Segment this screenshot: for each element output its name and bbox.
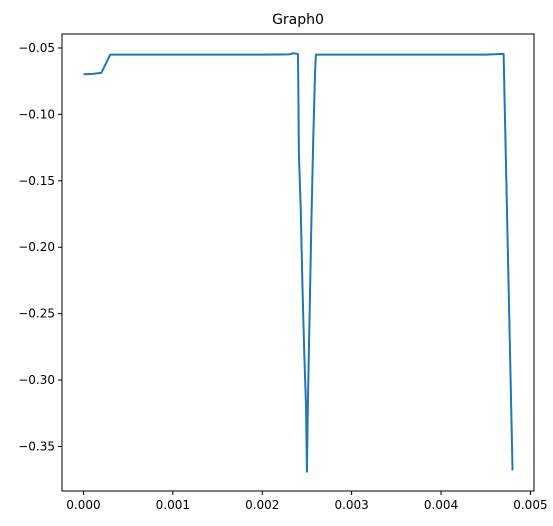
y-tick-label: −0.25 xyxy=(18,307,55,321)
y-tick-label: −0.15 xyxy=(18,174,55,188)
y-tick-label: −0.10 xyxy=(18,107,55,121)
x-tick-label: 0.004 xyxy=(424,498,458,512)
y-tick-label: −0.35 xyxy=(18,439,55,453)
x-axis-ticks: 0.000 0.001 0.002 0.003 0.004 0.005 xyxy=(66,491,548,512)
y-tick-label: −0.05 xyxy=(18,41,55,55)
y-axis-ticks: −0.05 −0.10 −0.15 −0.20 −0.25 −0.30 −0.35 xyxy=(18,41,62,453)
x-tick-label: 0.003 xyxy=(334,498,368,512)
x-tick-label: 0.002 xyxy=(245,498,279,512)
axes-frame xyxy=(61,33,535,492)
x-tick-label: 0.000 xyxy=(66,498,100,512)
series-line-0 xyxy=(83,52,514,473)
x-tick-label: 0.005 xyxy=(513,498,547,512)
x-tick-label: 0.001 xyxy=(156,498,190,512)
y-tick-label: −0.30 xyxy=(18,373,55,387)
chart-title: Graph0 xyxy=(272,12,324,28)
series-layer xyxy=(83,52,514,473)
y-tick-label: −0.20 xyxy=(18,240,55,254)
